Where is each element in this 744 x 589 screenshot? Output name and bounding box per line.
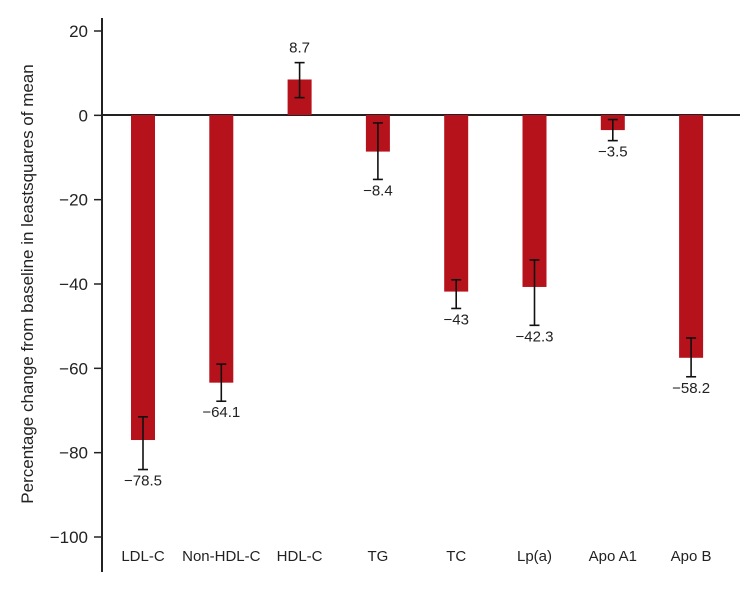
y-tick-label: −80 [59,444,88,463]
category-label: Non-HDL-C [182,548,261,565]
category-label: Lp(a) [517,548,552,565]
bar [679,115,704,358]
y-axis-title: Percentage change from baseline in least… [18,64,37,503]
y-tick-label: −60 [59,359,88,378]
category-label: Apo A1 [589,548,637,565]
labels: −78.5 LDL-C −64.1 Non-HDL-C 8.7 HDL-C −8.4 TG −4… [121,40,711,565]
data-label: −42.3 [516,328,554,345]
data-label: −3.5 [598,144,628,161]
axes: 20 0 −20 −40 −60 −80 −100 [50,18,740,572]
data-label: −43 [443,311,468,328]
category-label: TG [367,548,388,565]
y-tick-label: −100 [50,528,88,547]
error-bars [138,61,697,471]
bars [131,79,704,441]
category-label: LDL-C [121,548,165,565]
y-tick-label: −20 [59,191,88,210]
bar [131,115,155,441]
data-label: −8.4 [363,182,393,199]
category-label: TC [446,548,466,565]
y-tick-label: 20 [69,22,88,41]
category-label: HDL-C [277,548,323,565]
bar [209,115,234,383]
data-label: −78.5 [124,473,162,490]
data-label: −58.2 [672,380,710,397]
y-tick-label: −40 [59,275,88,294]
category-label: Apo B [671,548,712,565]
data-label: −64.1 [202,404,240,421]
bar [522,115,547,287]
data-label: 8.7 [289,40,310,57]
bar [444,115,469,292]
y-tick-label: 0 [79,106,88,125]
